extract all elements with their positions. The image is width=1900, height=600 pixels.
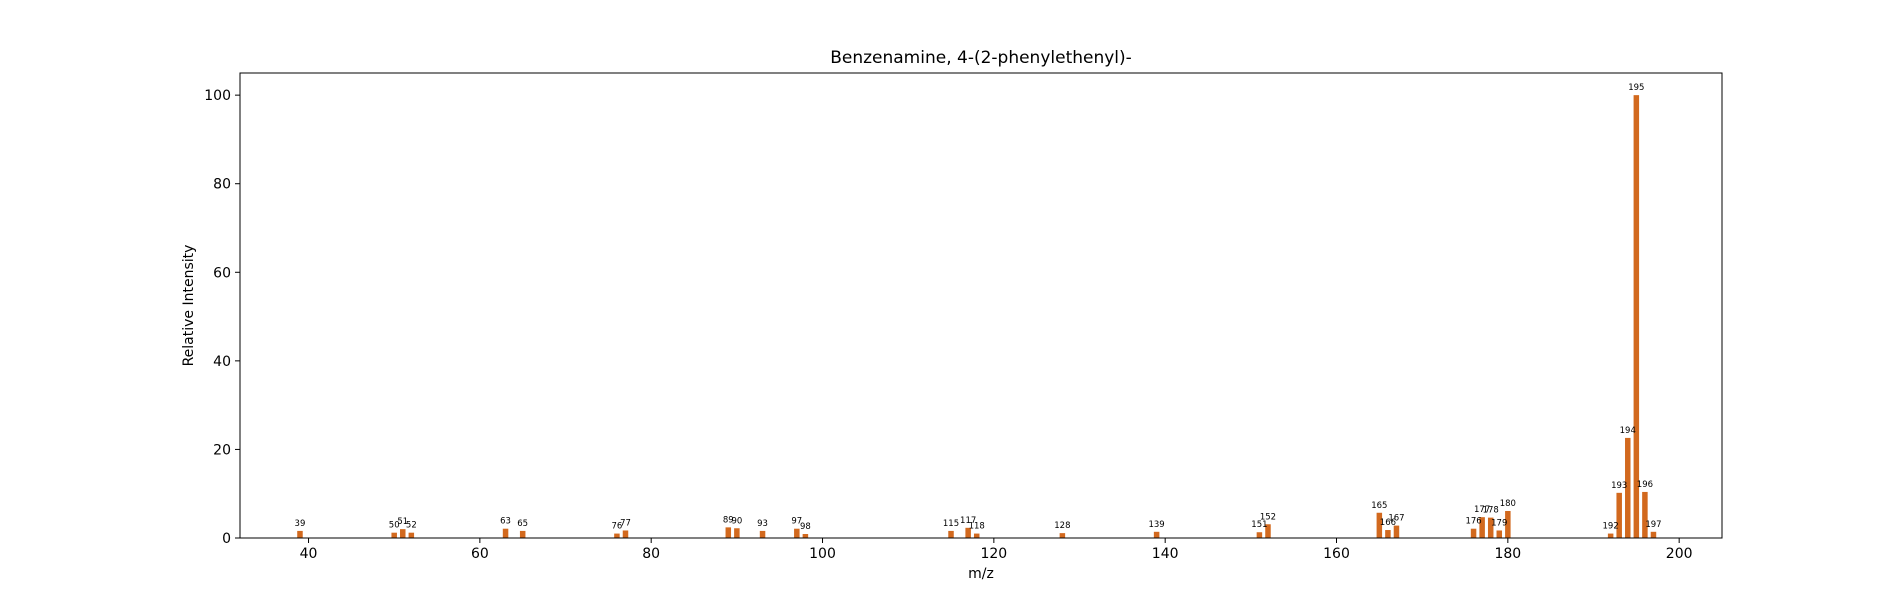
peak-label-51: 51 — [397, 517, 408, 527]
peak-label-166: 166 — [1380, 518, 1396, 528]
bar-mz-176 — [1470, 528, 1477, 538]
peak-label-177: 177 — [1474, 505, 1490, 515]
x-tick-label: 140 — [1152, 546, 1179, 562]
bar-mz-50 — [391, 532, 397, 538]
bar-mz-180 — [1505, 510, 1511, 538]
plot-area-frame — [239, 72, 1723, 539]
bar-mz-76 — [614, 533, 620, 538]
peak-label-167: 167 — [1388, 514, 1404, 524]
bar-mz-177 — [1479, 517, 1485, 538]
bar-mz-63 — [502, 528, 509, 538]
peak-label-118: 118 — [969, 522, 985, 532]
peak-label-65: 65 — [517, 519, 528, 529]
y-axis-label: Relative Intensity — [181, 245, 197, 367]
bar-mz-52 — [408, 532, 415, 538]
bar-mz-128 — [1059, 533, 1066, 538]
peak-label-93: 93 — [757, 519, 768, 529]
peak-label-76: 76 — [612, 522, 623, 532]
bar-mz-196 — [1642, 491, 1648, 538]
x-axis-label: m/z — [968, 566, 994, 582]
y-tick-label: 80 — [213, 177, 231, 193]
peak-label-97: 97 — [791, 517, 802, 527]
peak-label-50: 50 — [389, 521, 400, 531]
bar-mz-89 — [725, 527, 732, 538]
bar-mz-193 — [1616, 492, 1622, 538]
peak-label-192: 192 — [1603, 522, 1619, 532]
peak-label-152: 152 — [1260, 512, 1276, 522]
bar-mz-192 — [1607, 533, 1614, 538]
peak-label-39: 39 — [295, 519, 306, 529]
bar-mz-77 — [622, 530, 629, 538]
peak-label-179: 179 — [1491, 518, 1507, 528]
bar-mz-117 — [965, 527, 971, 538]
bar-mz-197 — [1650, 531, 1657, 538]
peak-label-178: 178 — [1483, 506, 1499, 516]
bar-mz-90 — [734, 528, 740, 538]
y-axis-ticks: 0 20 40 60 80 100 — [204, 88, 240, 547]
bar-mz-178 — [1487, 517, 1494, 538]
bar-mz-152 — [1265, 524, 1271, 538]
y-tick-label: 40 — [213, 354, 231, 370]
peak-label-165: 165 — [1371, 501, 1387, 511]
peak-label-195: 195 — [1628, 83, 1644, 93]
peak-label-193: 193 — [1611, 481, 1627, 491]
peak-label-77: 77 — [620, 518, 631, 528]
x-tick-label: 180 — [1494, 546, 1521, 562]
peak-label-139: 139 — [1148, 520, 1164, 530]
peak-label-194: 194 — [1620, 426, 1636, 436]
x-tick-label: 40 — [300, 546, 318, 562]
bar-mz-51 — [400, 529, 406, 538]
bar-mz-115 — [948, 530, 954, 538]
peak-label-176: 176 — [1465, 517, 1481, 527]
peak-label-128: 128 — [1054, 521, 1070, 531]
y-tick-label: 100 — [204, 88, 231, 104]
x-tick-label: 200 — [1666, 546, 1693, 562]
bar-mz-166 — [1385, 530, 1391, 538]
peak-label-117: 117 — [960, 516, 976, 526]
peak-label-98: 98 — [800, 522, 811, 532]
bar-mz-151 — [1256, 532, 1263, 538]
bars-group — [297, 95, 1657, 538]
peak-label-89: 89 — [723, 515, 734, 525]
x-tick-label: 80 — [642, 546, 660, 562]
bar-mz-165 — [1376, 512, 1383, 538]
bar-mz-97 — [794, 528, 800, 538]
bar-mz-139 — [1153, 531, 1160, 538]
peak-label-52: 52 — [406, 521, 417, 531]
bar-mz-195 — [1633, 95, 1640, 538]
bar-mz-118 — [973, 533, 980, 538]
bar-mz-194 — [1625, 437, 1631, 538]
peak-label-63: 63 — [500, 517, 511, 527]
peak-label-180: 180 — [1500, 499, 1516, 509]
chart-title: Benzenamine, 4-(2-phenylethenyl)- — [830, 48, 1132, 68]
bar-mz-93 — [759, 530, 766, 538]
peak-label-90: 90 — [731, 516, 742, 526]
peak-label-197: 197 — [1645, 520, 1661, 530]
x-axis-ticks: 40 60 80 100 120 140 160 180 200 — [300, 538, 1693, 562]
peak-label-196: 196 — [1637, 480, 1653, 490]
peak-label-115: 115 — [943, 519, 959, 529]
y-tick-label: 60 — [213, 265, 231, 281]
x-tick-label: 100 — [809, 546, 836, 562]
x-tick-label: 60 — [471, 546, 489, 562]
bar-mz-167 — [1393, 525, 1400, 538]
bar-mz-179 — [1496, 530, 1503, 538]
bar-mz-39 — [297, 530, 303, 538]
peak-label-151: 151 — [1251, 520, 1267, 530]
x-tick-label: 120 — [980, 546, 1007, 562]
bar-mz-65 — [519, 530, 526, 538]
y-tick-label: 20 — [213, 442, 231, 458]
x-tick-label: 160 — [1323, 546, 1350, 562]
bar-mz-98 — [802, 534, 809, 538]
y-tick-label: 0 — [222, 531, 231, 547]
